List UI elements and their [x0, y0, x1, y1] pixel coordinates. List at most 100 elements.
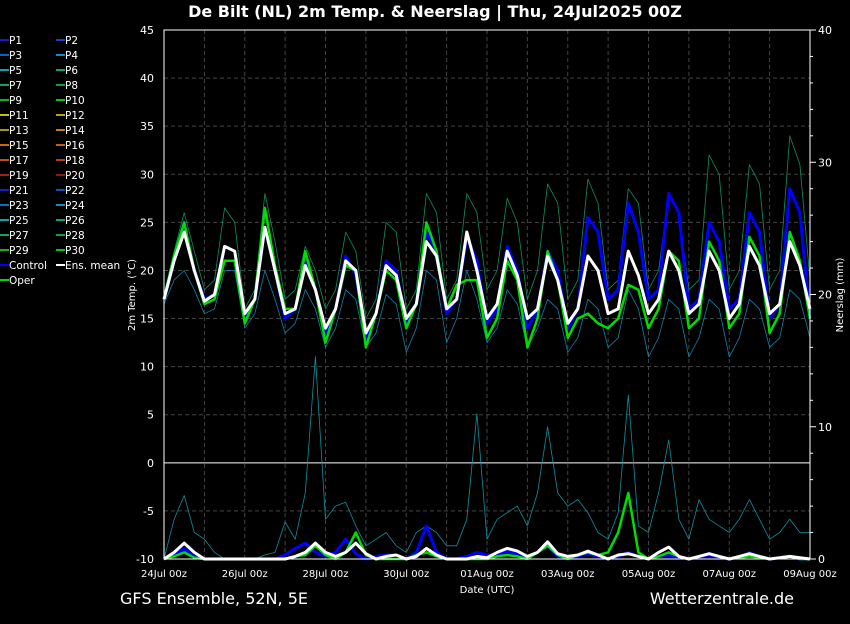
legend-item: P16 [56, 140, 85, 152]
y-tick-left: -10 [136, 553, 154, 566]
legend-label: P8 [65, 80, 78, 92]
legend-label: P27 [9, 230, 29, 242]
legend-item: P25 [0, 215, 29, 227]
legend-item: P3 [0, 50, 22, 62]
x-tick: 30Jul 00z [383, 569, 429, 580]
legend-label: P7 [9, 80, 22, 92]
legend: P1 P2 P3 P4 P5 P6 P7 P8 P9 P10 P11 P12 P13 P14 P15 P16 P… [0, 35, 120, 287]
x-tick: 28Jul 00z [303, 569, 349, 580]
legend-item: Ens. mean [56, 260, 120, 272]
y-axis-right-label: Neerslag (mm) [835, 257, 846, 332]
legend-label: P23 [9, 200, 29, 212]
legend-item: P2 [56, 35, 78, 47]
legend-label: Control [9, 260, 47, 272]
legend-item: P1 [0, 35, 22, 47]
legend-item: P30 [56, 245, 85, 257]
x-tick: 24Jul 00z [141, 569, 187, 580]
legend-label: P11 [9, 110, 29, 122]
y-tick-left: 15 [140, 313, 154, 326]
legend-label: P18 [65, 155, 85, 167]
y-tick-right: 20 [818, 289, 832, 302]
legend-label: P21 [9, 185, 29, 197]
legend-label: P15 [9, 140, 29, 152]
legend-label: P28 [65, 230, 85, 242]
y-tick-left: -5 [143, 505, 154, 518]
legend-item: P27 [0, 230, 29, 242]
y-tick-left: 5 [147, 409, 154, 422]
y-tick-left: 40 [140, 72, 154, 85]
legend-item: P15 [0, 140, 29, 152]
legend-label: P16 [65, 140, 85, 152]
legend-item: P7 [0, 80, 22, 92]
legend-item: P29 [0, 245, 29, 257]
legend-label: P12 [65, 110, 85, 122]
footer-model: GFS Ensemble, 52N, 5E [120, 589, 308, 608]
y-tick-right: 30 [818, 156, 832, 169]
series-member-min [163, 270, 811, 358]
y-tick-left: 35 [140, 120, 154, 133]
legend-item: P13 [0, 125, 29, 137]
x-tick: 05Aug 00z [622, 569, 675, 580]
legend-item: P22 [56, 185, 85, 197]
legend-label: Oper [9, 275, 35, 287]
x-tick: 01Aug 00z [460, 569, 513, 580]
legend-item: P9 [0, 95, 22, 107]
legend-label: P10 [65, 95, 85, 107]
legend-label: P3 [9, 50, 22, 62]
legend-label: P26 [65, 215, 85, 227]
legend-item: P4 [56, 50, 78, 62]
legend-label: P29 [9, 245, 29, 257]
y-tick-left: 25 [140, 216, 154, 229]
legend-item: Oper [0, 275, 35, 287]
legend-label: P13 [9, 125, 29, 137]
chart-title: De Bilt (NL) 2m Temp. & Neerslag | Thu, … [188, 2, 682, 22]
legend-label: P20 [65, 170, 85, 182]
legend-item: P14 [56, 125, 85, 137]
legend-item: P6 [56, 65, 78, 77]
y-tick-left: 0 [147, 457, 154, 470]
series-precip-member-max [163, 356, 810, 560]
footer-site: Wetterzentrale.de [650, 589, 794, 608]
legend-label: P4 [65, 50, 78, 62]
legend-item: P21 [0, 185, 29, 197]
legend-item: P23 [0, 200, 29, 212]
x-tick: 09Aug 00z [783, 569, 836, 580]
legend-label: P24 [65, 200, 85, 212]
legend-label: P1 [9, 35, 22, 47]
legend-item: P11 [0, 110, 29, 122]
x-tick: 26Jul 00z [222, 569, 268, 580]
y-axis-left-label: 2m Temp. (°C) [127, 259, 138, 331]
series-member-max [163, 135, 811, 319]
x-tick: 03Aug 00z [541, 569, 594, 580]
legend-item: Control [0, 260, 47, 272]
legend-label: P6 [65, 65, 78, 77]
legend-label: P30 [65, 245, 85, 257]
legend-item: P8 [56, 80, 78, 92]
legend-label: P2 [65, 35, 78, 47]
legend-label: P14 [65, 125, 85, 137]
y-tick-left: 20 [140, 264, 154, 277]
y-tick-right: 10 [818, 421, 832, 434]
legend-label: P17 [9, 155, 29, 167]
legend-item: P18 [56, 155, 85, 167]
x-tick: 07Aug 00z [703, 569, 756, 580]
legend-label: P22 [65, 185, 85, 197]
legend-label: P25 [9, 215, 29, 227]
legend-item: P26 [56, 215, 85, 227]
y-tick-right: 0 [818, 553, 825, 566]
legend-item: P10 [56, 95, 85, 107]
series-ens-mean [162, 225, 812, 335]
axes: -10 -5 0 5 10 15 20 25 30 35 40 45 0 10 20 30 40 24Jul 00… [136, 24, 837, 580]
legend-label: P19 [9, 170, 29, 182]
legend-item: P17 [0, 155, 29, 167]
y-tick-left: 30 [140, 168, 154, 181]
legend-item: P5 [0, 65, 22, 77]
x-axis-label: Date (UTC) [460, 585, 515, 596]
legend-item: P20 [56, 170, 85, 182]
legend-label: Ens. mean [65, 260, 120, 272]
y-tick-left: 45 [140, 24, 154, 37]
legend-item: P19 [0, 170, 29, 182]
legend-item: P24 [56, 200, 85, 212]
